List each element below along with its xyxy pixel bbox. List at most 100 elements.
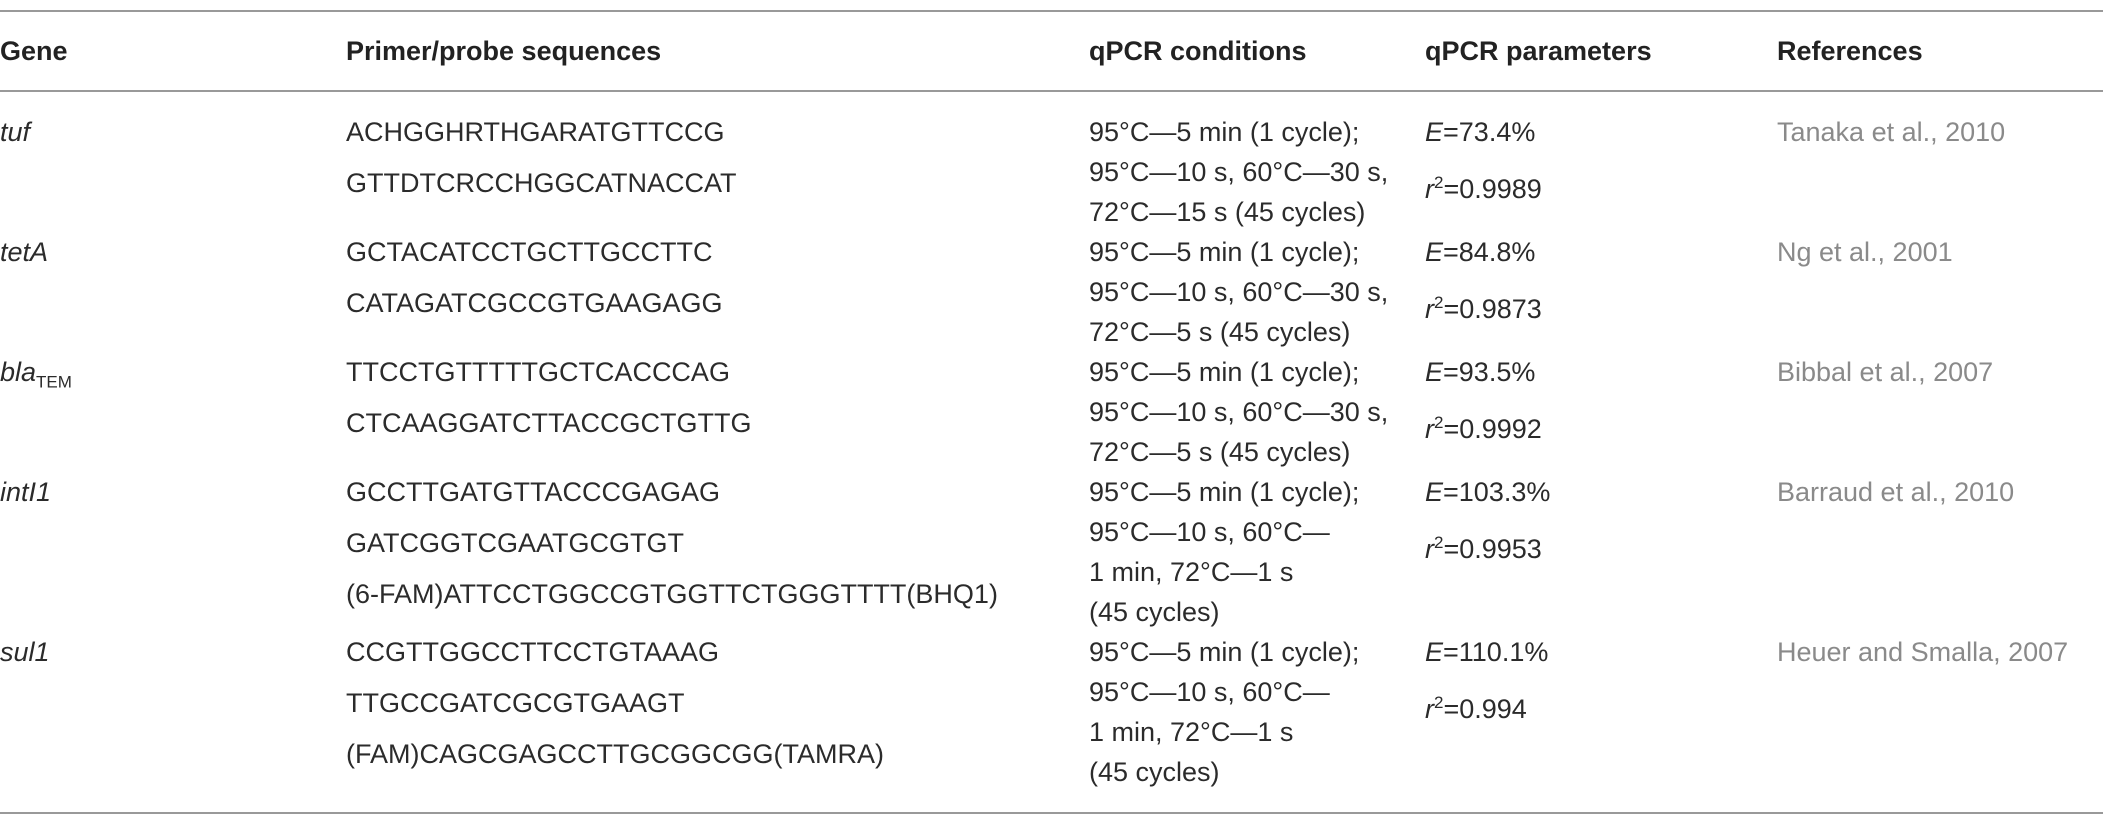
condition-step: 95°C—5 min (1 cycle); — [1089, 357, 1360, 387]
parameter-symbol: E — [1425, 117, 1444, 147]
parameter-symbol: r — [1425, 694, 1434, 724]
primer-sequence: CATAGATCGCCGTGAAGAGG — [346, 288, 723, 318]
primer-cell: ACHGGHRTHGARATGTTCCG GTTDTCRCCHGGCATNACCA… — [346, 91, 1089, 232]
primer-sequence: (FAM)CAGCGAGCCTTGCGGCGG(TAMRA) — [346, 739, 884, 769]
parameter-value: =73.4% — [1443, 117, 1536, 147]
conditions: 95°C—5 min (1 cycle); 95°C—10 s, 60°C—30 … — [1089, 112, 1389, 232]
table-row: tetA GCTACATCCTGCTTGCCTTC CATAGATCGCCGTGAA… — [0, 232, 2103, 352]
parameter: E=93.5% — [1425, 352, 1777, 403]
table-row: sul1 CCGTTGGCCTTCCTGTAAAG TTGCCGATCGCGTGAA… — [0, 632, 2103, 814]
parameter-value: =93.5% — [1443, 357, 1536, 387]
conditions: 95°C—5 min (1 cycle); 95°C—10 s, 60°C—1 m… — [1089, 632, 1389, 792]
parameter-symbol: E — [1425, 477, 1444, 507]
condition-step: 95°C—10 s, 60°C—1 min, 72°C—1 s (45 cycl… — [1089, 677, 1330, 787]
parameter-value: =110.1% — [1443, 637, 1549, 667]
header-cell: Gene — [0, 10, 346, 92]
parameter-symbol: E — [1425, 637, 1444, 667]
parameter-symbol: r — [1425, 414, 1434, 444]
reference: Barraud et al., 2010 — [1777, 477, 2015, 507]
primer-sequence: CCGTTGGCCTTCCTGTAAAG — [346, 637, 719, 667]
parameter-superscript: 2 — [1434, 173, 1444, 192]
reference: Bibbal et al., 2007 — [1777, 357, 1994, 387]
header-row: Gene Primer/probe sequences qPCR conditi… — [0, 10, 2103, 92]
parameters-cell: E=93.5% r2=0.9992 — [1425, 352, 1777, 472]
primer-cell: GCCTTGATGTTACCCGAGAG GATCGGTCGAATGCGTGT (6… — [346, 472, 1089, 632]
gene-name: tetA — [0, 237, 49, 267]
parameter: E=103.3% — [1425, 472, 1777, 523]
conditions-cell: 95°C—5 min (1 cycle); 95°C—10 s, 60°C—1 m… — [1089, 632, 1425, 814]
parameters-cell: E=73.4% r2=0.9989 — [1425, 91, 1777, 232]
parameter: r2=0.9873 — [1425, 283, 1777, 334]
header-cell: qPCR parameters — [1425, 10, 1777, 92]
parameter-symbol: r — [1425, 294, 1434, 324]
reference: Tanaka et al., 2010 — [1777, 117, 2006, 147]
condition-step: 95°C—5 min (1 cycle); — [1089, 117, 1360, 147]
condition-step: 95°C—10 s, 60°C—30 s, 72°C—15 s (45 cycl… — [1089, 157, 1389, 227]
gene-cell: tuf — [0, 91, 346, 232]
parameter-superscript: 2 — [1434, 693, 1444, 712]
header-cell: References — [1777, 10, 2103, 92]
gene-subscript: TEM — [36, 372, 72, 392]
reference: Heuer and Smalla, 2007 — [1777, 632, 2103, 814]
table-row: intI1 GCCTTGATGTTACCCGAGAG GATCGGTCGAATGCG… — [0, 472, 2103, 632]
parameter-value: =0.9989 — [1443, 174, 1542, 204]
conditions-cell: 95°C—5 min (1 cycle); 95°C—10 s, 60°C—30 … — [1089, 352, 1425, 472]
parameters-cell: E=84.8% r2=0.9873 — [1425, 232, 1777, 352]
condition-step: 95°C—5 min (1 cycle); — [1089, 477, 1360, 507]
parameter-value: =103.3% — [1443, 477, 1551, 507]
parameter-superscript: 2 — [1434, 533, 1444, 552]
primer-cell: GCTACATCCTGCTTGCCTTC CATAGATCGCCGTGAAGAGG — [346, 232, 1089, 352]
conditions-cell: 95°C—5 min (1 cycle); 95°C—10 s, 60°C—30 … — [1089, 232, 1425, 352]
primer-sequence: CTCAAGGATCTTACCGCTGTTG — [346, 408, 752, 438]
primer-sequence: (6-FAM)ATTCCTGGCCGTGGTTCTGGGTTTT(BHQ1) — [346, 579, 998, 609]
conditions: 95°C—5 min (1 cycle); 95°C—10 s, 60°C—30 … — [1089, 232, 1389, 352]
primer-cell: TTCCTGTTTTTGCTCACCCAG CTCAAGGATCTTACCGCTG… — [346, 352, 1089, 472]
parameter: r2=0.9953 — [1425, 523, 1777, 574]
condition-step: 95°C—5 min (1 cycle); — [1089, 637, 1360, 667]
gene-cell: blaTEM — [0, 352, 346, 472]
gene-name: intI1 — [0, 477, 52, 507]
parameters-cell: E=110.1% r2=0.994 — [1425, 632, 1777, 814]
parameter-superscript: 2 — [1434, 293, 1444, 312]
primer-sequence: GCTACATCCTGCTTGCCTTC — [346, 237, 713, 267]
condition-step: 95°C—10 s, 60°C—1 min, 72°C—1 s (45 cycl… — [1089, 517, 1330, 627]
gene-cell: intI1 — [0, 472, 346, 632]
parameter-symbol: E — [1425, 237, 1444, 267]
parameter-symbol: r — [1425, 534, 1434, 564]
parameter: r2=0.9992 — [1425, 403, 1777, 454]
parameter: E=73.4% — [1425, 112, 1777, 163]
header-cell: qPCR conditions — [1089, 10, 1425, 92]
primer-sequence: GCCTTGATGTTACCCGAGAG — [346, 477, 720, 507]
gene-cell: tetA — [0, 232, 346, 352]
table: Gene Primer/probe sequences qPCR conditi… — [0, 10, 2103, 814]
primer-sequence: TTGCCGATCGCGTGAAGT — [346, 688, 685, 718]
gene-cell: sul1 — [0, 632, 346, 814]
table-row: blaTEM TTCCTGTTTTTGCTCACCCAG CTCAAGGATCTTA… — [0, 352, 2103, 472]
parameter: r2=0.9989 — [1425, 163, 1777, 214]
parameter-value: =0.9953 — [1443, 534, 1542, 564]
primer-sequence: ACHGGHRTHGARATGTTCCG — [346, 117, 725, 147]
condition-step: 95°C—10 s, 60°C—30 s, 72°C—5 s (45 cycle… — [1089, 397, 1389, 467]
condition-step: 95°C—5 min (1 cycle); — [1089, 237, 1360, 267]
conditions: 95°C—5 min (1 cycle); 95°C—10 s, 60°C—30 … — [1089, 352, 1389, 472]
parameter-value: =0.994 — [1443, 694, 1527, 724]
condition-step: 95°C—10 s, 60°C—30 s, 72°C—5 s (45 cycle… — [1089, 277, 1389, 347]
reference: Ng et al., 2001 — [1777, 237, 1953, 267]
gene-name: bla — [0, 357, 37, 387]
gene-name: sul1 — [0, 637, 50, 667]
conditions-cell: 95°C—5 min (1 cycle); 95°C—10 s, 60°C—30 … — [1089, 91, 1425, 232]
parameter-value: =84.8% — [1443, 237, 1536, 267]
parameter-superscript: 2 — [1434, 413, 1444, 432]
parameters-cell: E=103.3% r2=0.9953 — [1425, 472, 1777, 632]
parameter-symbol: E — [1425, 357, 1444, 387]
header-cell: Primer/probe sequences — [346, 10, 1089, 92]
primer-sequence: TTCCTGTTTTTGCTCACCCAG — [346, 357, 730, 387]
primer-sequence: GATCGGTCGAATGCGTGT — [346, 528, 684, 558]
table-body: tuf ACHGGHRTHGARATGTTCCG GTTDTCRCCHGGCATNA… — [0, 91, 2103, 814]
parameter-value: =0.9992 — [1443, 414, 1542, 444]
parameter: E=110.1% — [1425, 632, 1777, 683]
primer-cell: CCGTTGGCCTTCCTGTAAAG TTGCCGATCGCGTGAAGT (F… — [346, 632, 1089, 814]
table-row: tuf ACHGGHRTHGARATGTTCCG GTTDTCRCCHGGCATNA… — [0, 91, 2103, 232]
parameter: E=84.8% — [1425, 232, 1777, 283]
